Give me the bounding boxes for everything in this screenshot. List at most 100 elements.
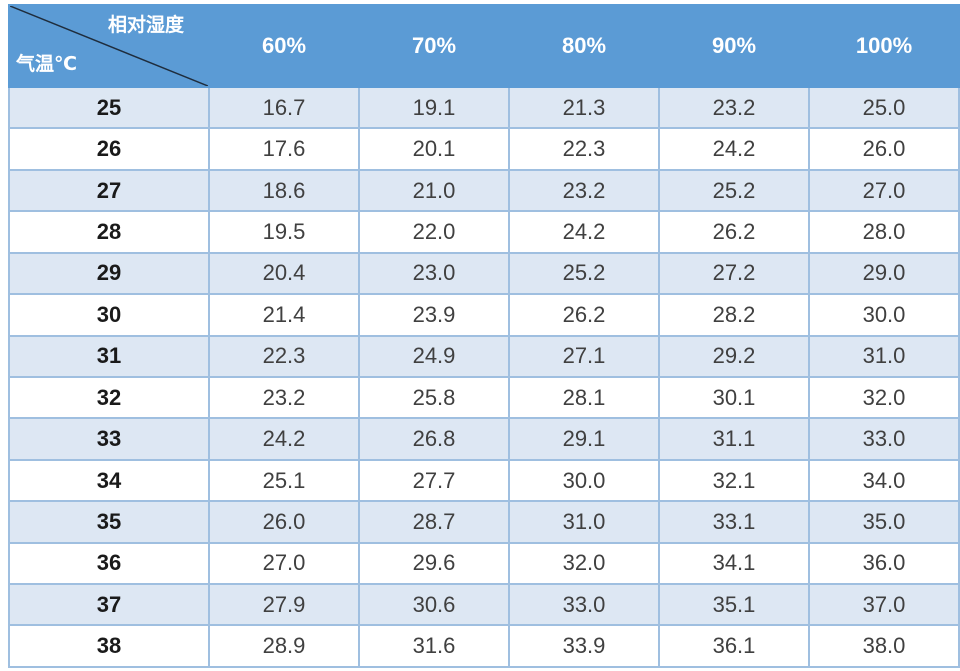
table-cell: 23.2 — [508, 168, 660, 213]
table-cell: 27.0 — [208, 541, 360, 586]
table-cell: 29.6 — [358, 541, 510, 586]
table-cell: 33.9 — [508, 624, 660, 668]
table-row: 38 28.9 31.6 33.9 36.1 38.0 — [8, 624, 960, 668]
table-cell: 37.0 — [808, 583, 960, 627]
table-row: 32 23.2 25.8 28.1 30.1 32.0 — [8, 375, 960, 420]
row-header-temperature: 25 — [8, 85, 210, 130]
table-cell: 33.1 — [658, 500, 810, 544]
header-row: 相对湿度 气温℃ 60% 70% 80% 90% 100% — [8, 4, 960, 88]
table-cell: 20.1 — [358, 127, 510, 171]
table-cell: 31.0 — [508, 500, 660, 544]
table-cell: 34.0 — [808, 458, 960, 503]
table-row: 33 24.2 26.8 29.1 31.1 33.0 — [8, 417, 960, 461]
table-cell: 26.2 — [658, 210, 810, 254]
table-cell: 35.0 — [808, 500, 960, 544]
row-header-temperature: 26 — [8, 127, 210, 171]
table-cell: 36.1 — [658, 624, 810, 668]
table-cell: 28.7 — [358, 500, 510, 544]
table-cell: 28.0 — [808, 210, 960, 254]
column-header: 60% — [208, 4, 360, 88]
table-cell: 22.0 — [358, 210, 510, 254]
table-cell: 32.0 — [508, 541, 660, 586]
table-cell: 36.0 — [808, 541, 960, 586]
row-header-temperature: 35 — [8, 500, 210, 544]
table-cell: 26.0 — [808, 127, 960, 171]
row-header-temperature: 30 — [8, 293, 210, 337]
table-cell: 23.0 — [358, 251, 510, 296]
table-cell: 29.2 — [658, 334, 810, 378]
table-cell: 23.2 — [208, 375, 360, 420]
table-cell: 21.0 — [358, 168, 510, 213]
table-cell: 21.3 — [508, 85, 660, 130]
table-row: 37 27.9 30.6 33.0 35.1 37.0 — [8, 583, 960, 627]
table-cell: 26.0 — [208, 500, 360, 544]
row-header-temperature: 38 — [8, 624, 210, 668]
table-cell: 34.1 — [658, 541, 810, 586]
table-cell: 21.4 — [208, 293, 360, 337]
table-cell: 25.2 — [508, 251, 660, 296]
row-header-temperature: 34 — [8, 458, 210, 503]
table-row: 25 16.7 19.1 21.3 23.2 25.0 — [8, 85, 960, 130]
table-cell: 35.1 — [658, 583, 810, 627]
row-header-temperature: 33 — [8, 417, 210, 461]
table-row: 31 22.3 24.9 27.1 29.2 31.0 — [8, 334, 960, 378]
table-cell: 28.1 — [508, 375, 660, 420]
table-cell: 27.2 — [658, 251, 810, 296]
table-cell: 30.6 — [358, 583, 510, 627]
table-cell: 24.2 — [658, 127, 810, 171]
row-header-temperature: 27 — [8, 168, 210, 213]
table-cell: 18.6 — [208, 168, 360, 213]
heat-index-table: 相对湿度 气温℃ 60% 70% 80% 90% 100% 25 16.7 19.1… — [8, 4, 960, 668]
table-cell: 33.0 — [508, 583, 660, 627]
table-cell: 24.2 — [508, 210, 660, 254]
table-cell: 22.3 — [508, 127, 660, 171]
table-cell: 31.0 — [808, 334, 960, 378]
table-row: 36 27.0 29.6 32.0 34.1 36.0 — [8, 541, 960, 586]
table-row: 26 17.6 20.1 22.3 24.2 26.0 — [8, 127, 960, 171]
table-cell: 19.1 — [358, 85, 510, 130]
table-cell: 19.5 — [208, 210, 360, 254]
temperature-axis-label: 气温℃ — [16, 53, 78, 75]
table-cell: 31.1 — [658, 417, 810, 461]
column-header: 90% — [658, 4, 810, 88]
table-row: 34 25.1 27.7 30.0 32.1 34.0 — [8, 458, 960, 503]
table-cell: 32.0 — [808, 375, 960, 420]
table-cell: 30.0 — [508, 458, 660, 503]
corner-header-cell: 相对湿度 气温℃ — [8, 4, 210, 88]
table-row: 29 20.4 23.0 25.2 27.2 29.0 — [8, 251, 960, 296]
table-cell: 29.1 — [508, 417, 660, 461]
column-header: 80% — [508, 4, 660, 88]
diagonal-divider — [11, 7, 207, 85]
row-header-temperature: 31 — [8, 334, 210, 378]
table-cell: 23.9 — [358, 293, 510, 337]
table-cell: 33.0 — [808, 417, 960, 461]
table-row: 35 26.0 28.7 31.0 33.1 35.0 — [8, 500, 960, 544]
table-cell: 28.2 — [658, 293, 810, 337]
table-cell: 23.2 — [658, 85, 810, 130]
table-cell: 24.2 — [208, 417, 360, 461]
table-cell: 22.3 — [208, 334, 360, 378]
table-cell: 20.4 — [208, 251, 360, 296]
table-cell: 26.8 — [358, 417, 510, 461]
table-cell: 30.1 — [658, 375, 810, 420]
row-header-temperature: 37 — [8, 583, 210, 627]
table-cell: 27.0 — [808, 168, 960, 213]
table-cell: 25.1 — [208, 458, 360, 503]
table-cell: 26.2 — [508, 293, 660, 337]
table-cell: 17.6 — [208, 127, 360, 171]
column-header: 100% — [808, 4, 960, 88]
table-row: 28 19.5 22.0 24.2 26.2 28.0 — [8, 210, 960, 254]
table-cell: 31.6 — [358, 624, 510, 668]
table-cell: 27.1 — [508, 334, 660, 378]
table-cell: 28.9 — [208, 624, 360, 668]
table-row: 27 18.6 21.0 23.2 25.2 27.0 — [8, 168, 960, 213]
table-cell: 25.0 — [808, 85, 960, 130]
row-header-temperature: 36 — [8, 541, 210, 586]
table-cell: 32.1 — [658, 458, 810, 503]
table-header: 相对湿度 气温℃ 60% 70% 80% 90% 100% — [8, 4, 960, 88]
table-body: 25 16.7 19.1 21.3 23.2 25.0 26 17.6 20.1 22.3 24.2… — [8, 85, 960, 668]
table-cell: 16.7 — [208, 85, 360, 130]
table-cell: 25.8 — [358, 375, 510, 420]
table-cell: 25.2 — [658, 168, 810, 213]
row-header-temperature: 32 — [8, 375, 210, 420]
